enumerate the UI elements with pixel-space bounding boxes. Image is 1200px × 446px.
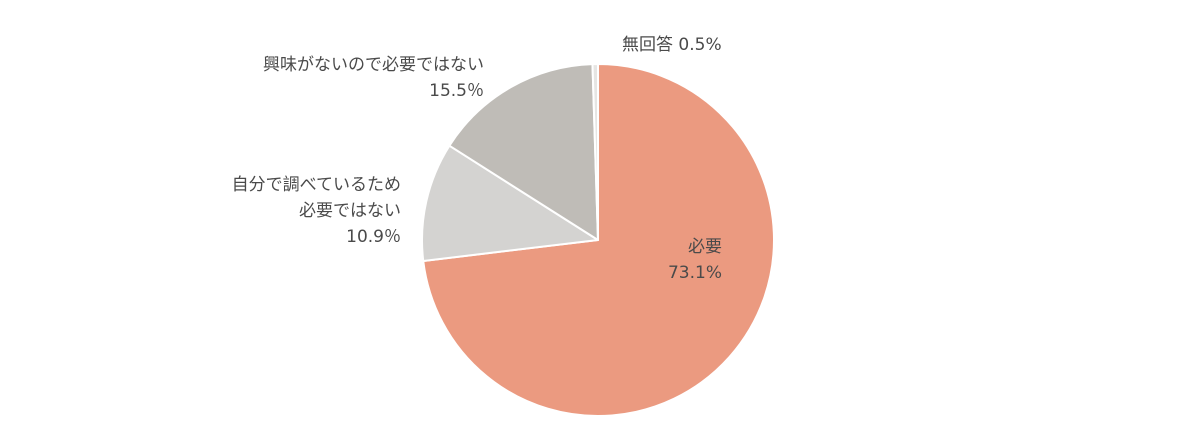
pie-label-3-name: 無回答 — [622, 35, 673, 55]
pie-label-2-value: 15.5％ — [429, 81, 484, 101]
pie-label-1-value: 10.9％ — [346, 227, 401, 247]
pie-label-2: 興味がないので必要ではない 15.5％ — [263, 55, 484, 101]
pie-label-3-value: 0.5% — [673, 35, 722, 55]
pie-slices — [421, 63, 775, 417]
pie-label-1: 自分で調べているため必要ではない 10.9％ — [232, 175, 401, 247]
pie-label-2-name-0: 興味がないので必要ではない — [263, 55, 484, 75]
pie-slice-2 — [448, 63, 599, 241]
pie-label-0-name-0: 必要 — [688, 237, 722, 257]
pie-label-0: 必要 73.1% — [668, 237, 722, 283]
pie-slice-3 — [591, 63, 599, 241]
pie-slice-1 — [421, 144, 599, 262]
pie-labels: 必要 73.1% 自分で調べているため必要ではない 10.9％ 興味がないので必要ではな… — [232, 35, 722, 283]
pie-label-1-name-0: 自分で調べているため — [232, 175, 401, 195]
pie-label-3: 無回答 0.5% — [622, 35, 722, 55]
pie-label-1-name-1: 必要ではない — [299, 201, 401, 221]
pie-label-0-value: 73.1% — [668, 263, 722, 283]
